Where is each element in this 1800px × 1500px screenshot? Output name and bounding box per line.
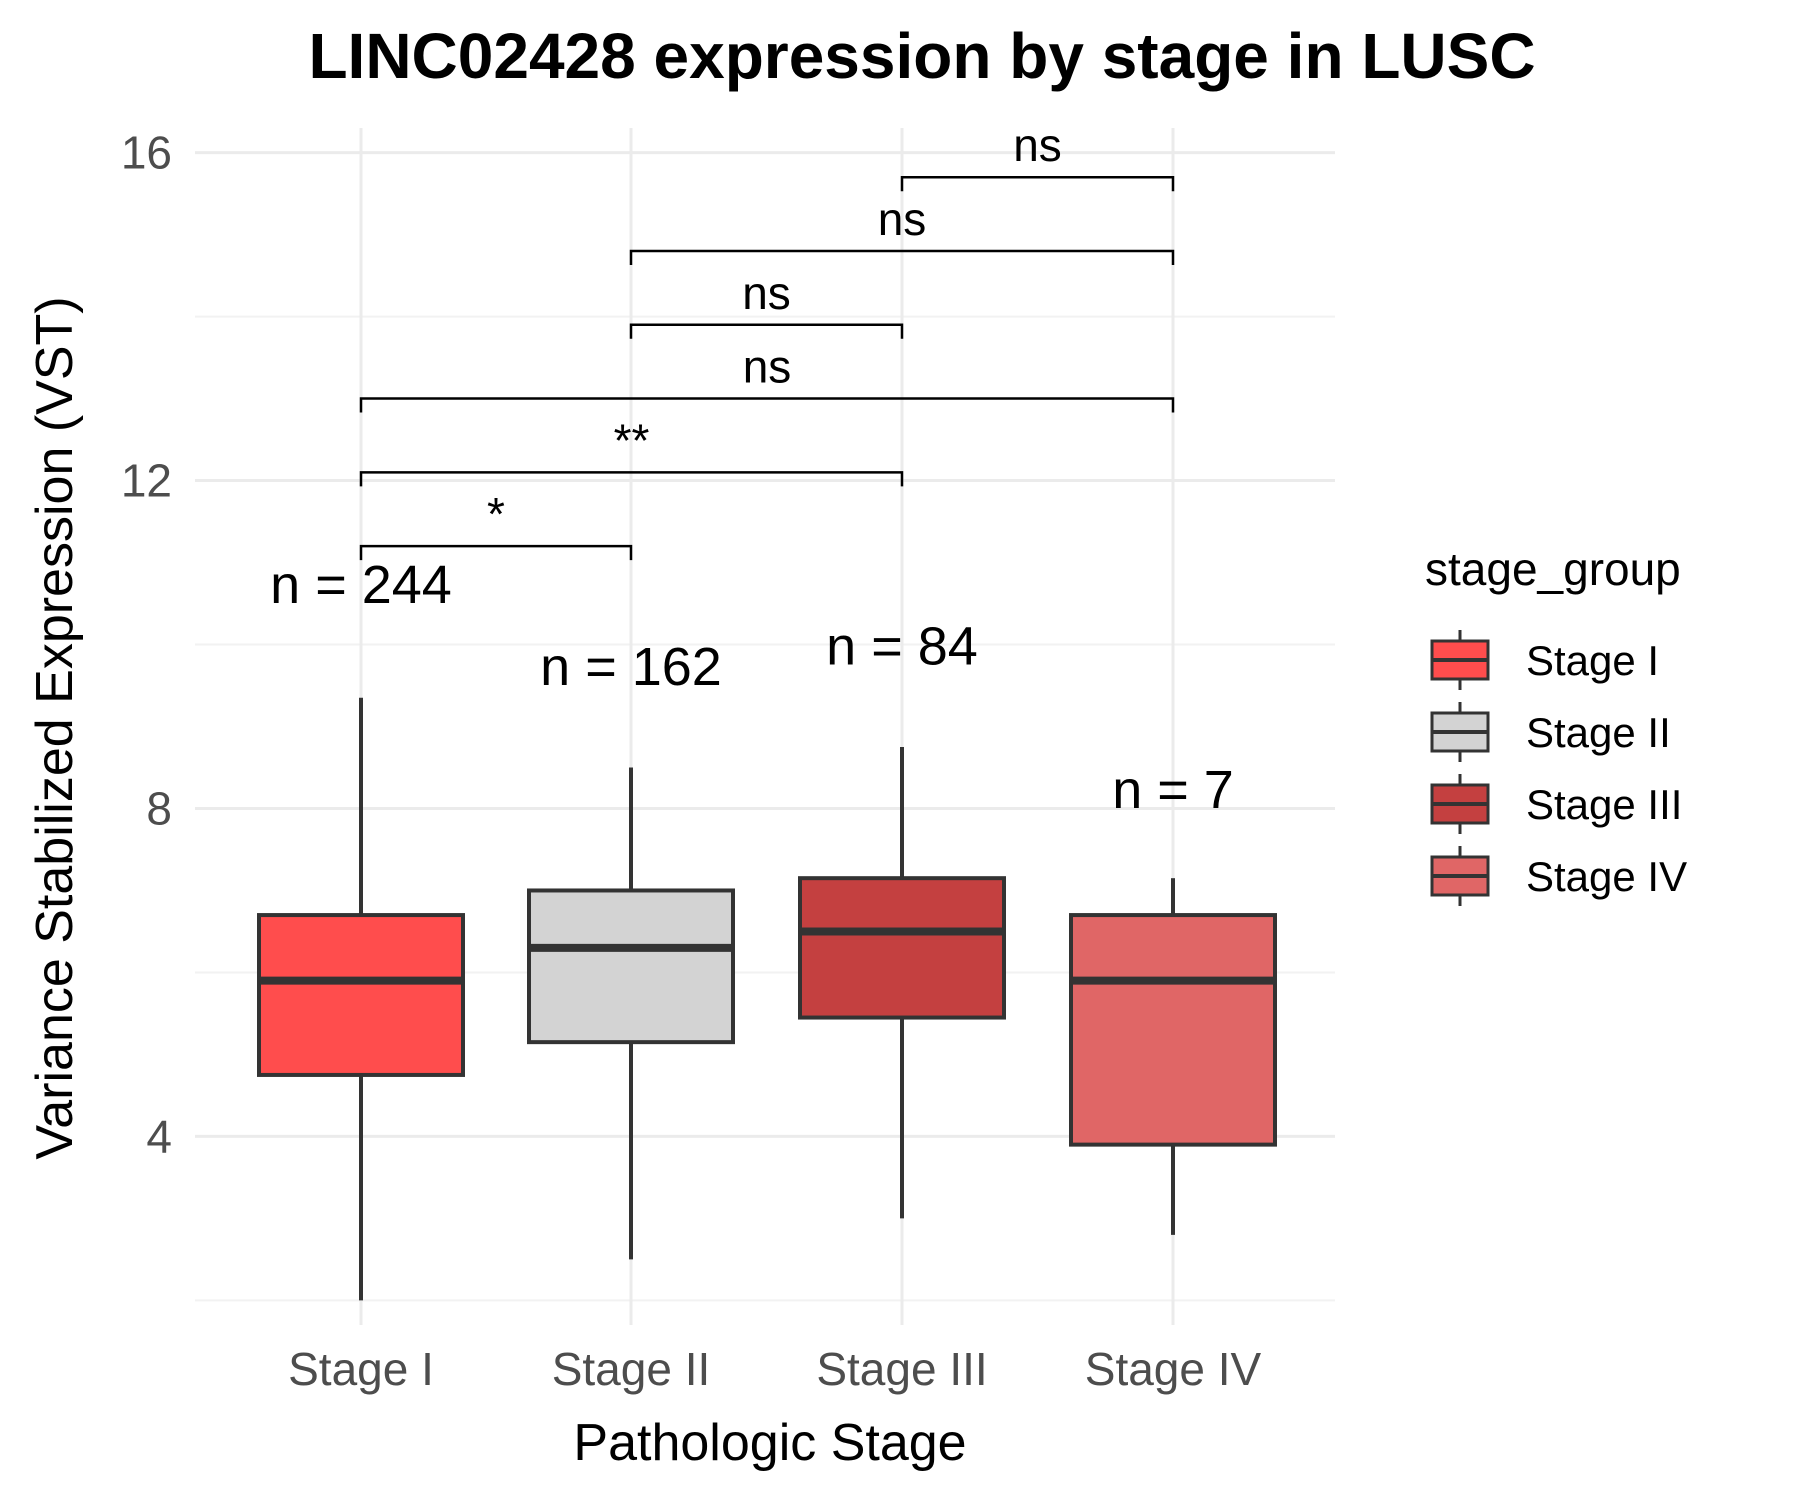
box-body bbox=[527, 888, 735, 1045]
significance-bracket: ns bbox=[629, 193, 1175, 265]
y-axis-title: Variance Stabilized Expression (VST) bbox=[26, 296, 84, 1159]
significance-bracket: ns bbox=[359, 341, 1175, 413]
significance-bracket: ns bbox=[900, 119, 1175, 192]
box-2 bbox=[527, 767, 735, 1260]
n-count-label: n = 7 bbox=[1112, 760, 1234, 820]
box-body bbox=[257, 913, 465, 1077]
legend-label: Stage IV bbox=[1526, 853, 1687, 900]
significance-label: ns bbox=[1013, 119, 1062, 171]
legend-title: stage_group bbox=[1425, 543, 1681, 595]
legend: Stage I Stage II Stage III Stage IV bbox=[1430, 630, 1687, 906]
significance-bracket: * bbox=[359, 488, 633, 561]
significance-label: ns bbox=[743, 341, 792, 393]
significance-label: * bbox=[487, 488, 505, 540]
y-tick-label: 12 bbox=[121, 455, 172, 507]
box-1 bbox=[257, 697, 465, 1301]
significance-bracket: ns bbox=[629, 267, 904, 339]
legend-label: Stage II bbox=[1526, 709, 1671, 756]
x-axis-title: Pathologic Stage bbox=[573, 1414, 966, 1472]
box-4 bbox=[1069, 878, 1277, 1235]
y-tick-label: 8 bbox=[146, 782, 172, 834]
x-tick-label: Stage IV bbox=[1085, 1343, 1262, 1395]
x-tick-label: Stage II bbox=[552, 1343, 711, 1395]
y-tick-label: 4 bbox=[146, 1110, 172, 1162]
significance-bracket: ** bbox=[359, 414, 904, 487]
bracket-line bbox=[359, 471, 904, 487]
n-count-label: n = 244 bbox=[270, 555, 452, 615]
n-count-label: n = 84 bbox=[826, 617, 978, 677]
x-tick-label: Stage I bbox=[288, 1343, 434, 1395]
legend-item: Stage I bbox=[1430, 630, 1659, 690]
bracket-line bbox=[359, 544, 633, 561]
axis-layer: 4 8 12 16 Stage I Stage II Stage III Stage IV bbox=[121, 127, 1262, 1395]
significance-label: ** bbox=[614, 414, 650, 466]
bracket-line bbox=[359, 397, 1175, 413]
n-count-label: n = 162 bbox=[540, 637, 722, 697]
legend-label: Stage I bbox=[1526, 637, 1659, 684]
box-body bbox=[798, 876, 1006, 1020]
bracket-line bbox=[900, 175, 1175, 192]
box-body bbox=[1069, 913, 1277, 1147]
bracket-line bbox=[629, 323, 904, 339]
significance-label: ns bbox=[878, 193, 927, 245]
legend-label: Stage III bbox=[1526, 781, 1682, 828]
x-tick-label: Stage III bbox=[816, 1343, 987, 1395]
legend-item: Stage IV bbox=[1430, 846, 1687, 906]
chart-title: LINC02428 expression by stage in LUSC bbox=[308, 20, 1535, 92]
legend-item: Stage II bbox=[1430, 702, 1671, 762]
significance-label: ns bbox=[742, 267, 791, 319]
y-tick-label: 16 bbox=[121, 127, 172, 179]
bracket-line bbox=[629, 249, 1175, 265]
box-3 bbox=[798, 746, 1006, 1219]
legend-item: Stage III bbox=[1430, 774, 1682, 834]
